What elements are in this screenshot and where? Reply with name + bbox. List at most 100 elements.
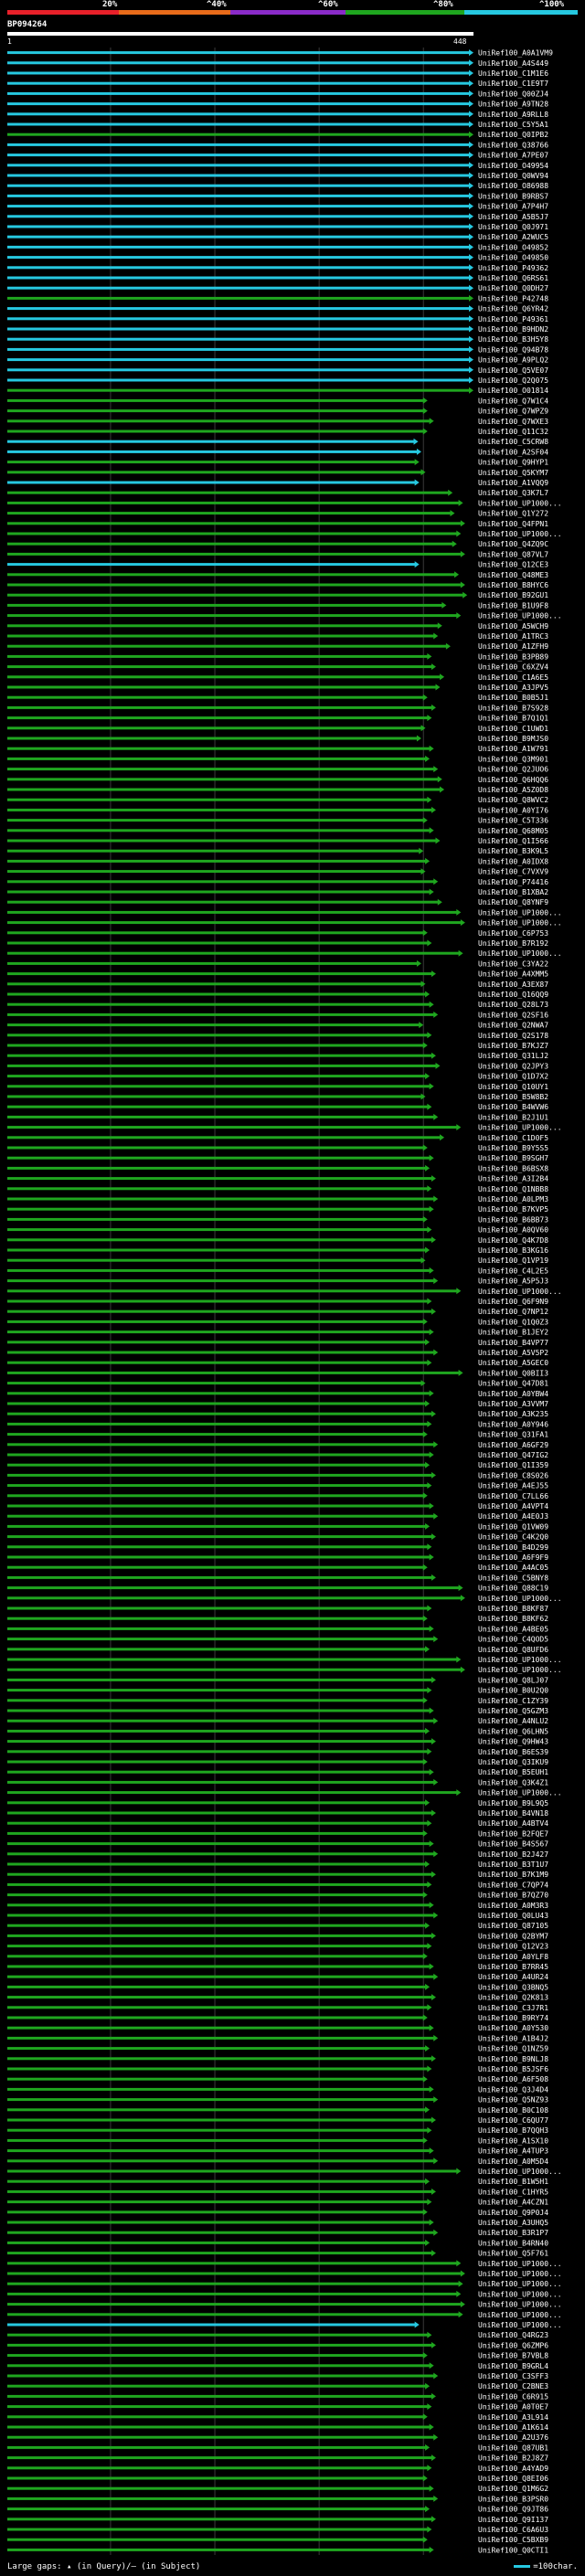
hit-bar[interactable]	[7, 880, 435, 884]
hit-bar[interactable]	[7, 1258, 422, 1262]
hit-label[interactable]: UniRef100_Q47IG2	[478, 1451, 548, 1459]
hit-label[interactable]: UniRef100_A5GEC0	[478, 1359, 548, 1367]
hit-bar[interactable]	[7, 2057, 432, 2061]
hit-bar[interactable]	[7, 143, 470, 146]
hit-label[interactable]: UniRef100_C6XZV4	[478, 663, 548, 672]
hit-bar[interactable]	[7, 398, 424, 402]
hit-bar[interactable]	[7, 368, 470, 372]
hit-label[interactable]: UniRef100_B7S928	[478, 704, 548, 712]
hit-label[interactable]: UniRef100_B4VN18	[478, 1809, 548, 1818]
hit-bar[interactable]	[7, 174, 470, 177]
hit-label[interactable]: UniRef100_C5CRW8	[478, 438, 548, 446]
hit-label[interactable]: UniRef100_B9HDN2	[478, 325, 548, 334]
hit-bar[interactable]	[7, 1453, 431, 1457]
hit-bar[interactable]	[7, 471, 422, 474]
hit-label[interactable]: UniRef100_C7VXV9	[478, 868, 548, 876]
hit-label[interactable]: UniRef100_B7K1M9	[478, 1871, 548, 1879]
hit-bar[interactable]	[7, 839, 437, 843]
hit-label[interactable]: UniRef100_A4VPT4	[478, 1502, 548, 1511]
hit-label[interactable]: UniRef100_Q1Q0Z3	[478, 1318, 548, 1326]
hit-bar[interactable]	[7, 1893, 424, 1897]
hit-label[interactable]: UniRef100_Q68M05	[478, 827, 548, 835]
hit-label[interactable]: UniRef100_C1UWD1	[478, 725, 548, 733]
hit-bar[interactable]	[7, 2016, 424, 2019]
hit-label[interactable]: UniRef100_B7KJZ7	[478, 1042, 548, 1050]
hit-bar[interactable]	[7, 2548, 431, 2551]
hit-bar[interactable]	[7, 1638, 435, 1641]
hit-bar[interactable]	[7, 2303, 462, 2306]
hit-label[interactable]: UniRef100_UP1000...	[478, 2270, 562, 2278]
hit-label[interactable]: UniRef100_UP1000...	[478, 2290, 562, 2298]
hit-bar[interactable]	[7, 1903, 431, 1907]
hit-bar[interactable]	[7, 2241, 427, 2244]
hit-label[interactable]: UniRef100_A0A1VM9	[478, 49, 553, 58]
hit-bar[interactable]	[7, 2231, 435, 2234]
hit-label[interactable]: UniRef100_Q5KYM7	[478, 469, 548, 477]
hit-bar[interactable]	[7, 1780, 435, 1784]
hit-label[interactable]: UniRef100_A4E0J3	[478, 1512, 548, 1521]
hit-label[interactable]: UniRef100_B3PB89	[478, 652, 548, 661]
hit-label[interactable]: UniRef100_A0T0E7	[478, 2403, 548, 2412]
hit-label[interactable]: UniRef100_C6R915	[478, 2392, 548, 2401]
hit-bar[interactable]	[7, 266, 470, 270]
hit-label[interactable]: UniRef100_B4RN40	[478, 2239, 548, 2247]
hit-label[interactable]: UniRef100_B1JEY2	[478, 1329, 548, 1337]
hit-bar[interactable]	[7, 2159, 435, 2163]
hit-bar[interactable]	[7, 1268, 431, 1272]
hit-bar[interactable]	[7, 358, 470, 362]
hit-bar[interactable]	[7, 2425, 431, 2429]
hit-label[interactable]: UniRef100_Q2JPY3	[478, 1062, 548, 1070]
hit-label[interactable]: UniRef100_C1HYR5	[478, 2188, 548, 2196]
hit-label[interactable]: UniRef100_O49954	[478, 162, 548, 170]
hit-bar[interactable]	[7, 450, 418, 453]
hit-label[interactable]: UniRef100_C1M1E6	[478, 69, 548, 78]
hit-label[interactable]: UniRef100_Q6LHN5	[478, 1727, 548, 1735]
hit-bar[interactable]	[7, 2476, 424, 2480]
hit-label[interactable]: UniRef100_A3VVM7	[478, 1400, 548, 1408]
hit-bar[interactable]	[7, 2445, 427, 2449]
hit-bar[interactable]	[7, 2333, 429, 2337]
hit-label[interactable]: UniRef100_Q2K813	[478, 1994, 548, 2002]
hit-bar[interactable]	[7, 726, 422, 730]
hit-bar[interactable]	[7, 388, 470, 392]
hit-bar[interactable]	[7, 900, 439, 904]
hit-label[interactable]: UniRef100_Q4ZQ9C	[478, 540, 548, 548]
hit-label[interactable]: UniRef100_Q3J4D4	[478, 2085, 548, 2094]
hit-label[interactable]: UniRef100_C3YA22	[478, 959, 548, 968]
hit-label[interactable]: UniRef100_O49852	[478, 243, 548, 251]
hit-bar[interactable]	[7, 1279, 435, 1283]
hit-label[interactable]: UniRef100_C1A6E5	[478, 673, 548, 682]
hit-label[interactable]: UniRef100_B1XBA2	[478, 888, 548, 896]
hit-bar[interactable]	[7, 245, 470, 249]
hit-bar[interactable]	[7, 2282, 460, 2285]
hit-label[interactable]: UniRef100_A1B4J2	[478, 2034, 548, 2042]
hit-bar[interactable]	[7, 1361, 429, 1364]
hit-label[interactable]: UniRef100_P49361	[478, 315, 548, 323]
hit-label[interactable]: UniRef100_B8KF62	[478, 1615, 548, 1623]
hit-bar[interactable]	[7, 133, 470, 136]
hit-label[interactable]: UniRef100_Q2BYM7	[478, 1932, 548, 1940]
hit-bar[interactable]	[7, 1913, 435, 1917]
hit-label[interactable]: UniRef100_A9PLQ2	[478, 356, 548, 365]
hit-label[interactable]: UniRef100_A0Y530	[478, 2024, 548, 2032]
hit-bar[interactable]	[7, 1075, 427, 1078]
hit-label[interactable]: UniRef100_Q6F9N9	[478, 1298, 548, 1306]
hit-label[interactable]: UniRef100_UP1000...	[478, 919, 562, 928]
hit-label[interactable]: UniRef100_Q2Q075	[478, 376, 548, 385]
hit-bar[interactable]	[7, 1197, 435, 1201]
hit-label[interactable]: UniRef100_A2WUC5	[478, 233, 548, 241]
hit-bar[interactable]	[7, 614, 458, 618]
hit-label[interactable]: UniRef100_C5Y5A1	[478, 121, 548, 129]
hit-bar[interactable]	[7, 757, 427, 760]
hit-bar[interactable]	[7, 1443, 435, 1447]
hit-bar[interactable]	[7, 461, 416, 464]
hit-label[interactable]: UniRef100_Q0LU43	[478, 1912, 548, 1920]
hit-bar[interactable]	[7, 1494, 424, 1498]
hit-label[interactable]: UniRef100_Q12CE3	[478, 561, 548, 569]
hit-label[interactable]: UniRef100_A1SX10	[478, 2136, 548, 2145]
hit-bar[interactable]	[7, 2528, 429, 2531]
hit-label[interactable]: UniRef100_Q1NZ59	[478, 2045, 548, 2053]
hit-bar[interactable]	[7, 1627, 431, 1630]
hit-bar[interactable]	[7, 705, 432, 709]
hit-label[interactable]: UniRef100_A7PE07	[478, 152, 548, 160]
